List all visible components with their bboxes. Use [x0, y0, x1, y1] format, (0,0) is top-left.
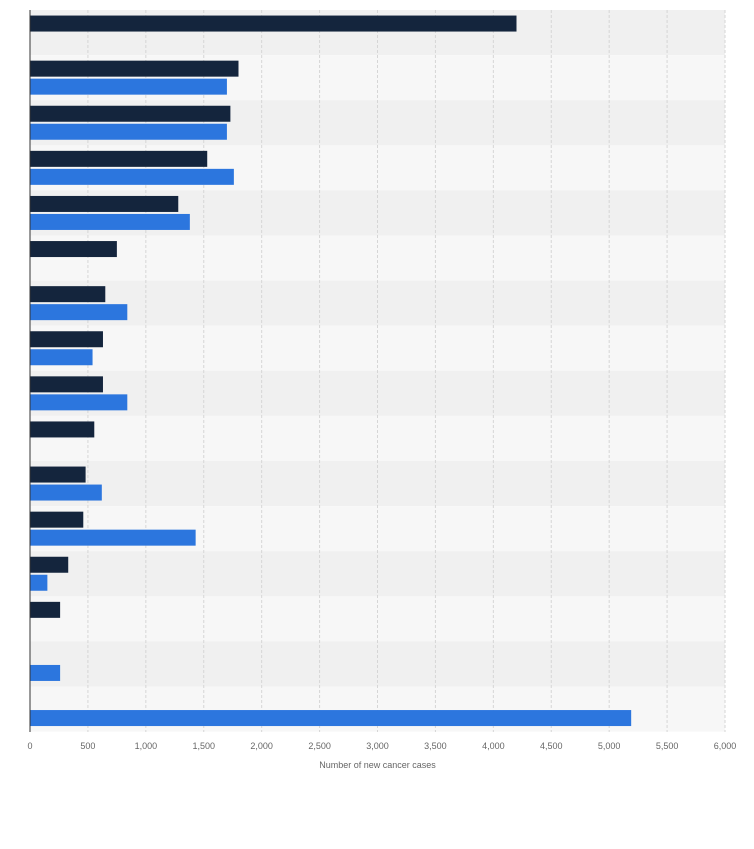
bar-series-2-row-15: [30, 664, 61, 681]
row-band: [30, 461, 725, 507]
x-tick-label: 4,500: [540, 741, 563, 751]
bar-series-2-row-3: [30, 123, 227, 140]
bar-series-2-row-4: [30, 168, 234, 185]
row-band: [30, 415, 725, 461]
x-tick-label: 2,000: [250, 741, 273, 751]
row-band: [30, 280, 725, 326]
bar-series-1-row-13: [30, 556, 69, 573]
bar-series-2-row-16: [30, 710, 632, 727]
x-tick-label: 500: [80, 741, 95, 751]
x-tick-label: 5,500: [656, 741, 679, 751]
x-tick-label: 1,000: [135, 741, 158, 751]
x-tick-label: 0: [27, 741, 32, 751]
bar-series-2-row-13: [30, 574, 48, 591]
row-band: [30, 325, 725, 371]
row-band: [30, 641, 725, 687]
bar-series-1-row-4: [30, 150, 208, 167]
x-tick-label: 3,500: [424, 741, 447, 751]
row-band: [30, 551, 725, 597]
row-band: [30, 370, 725, 416]
bar-series-2-row-9: [30, 394, 128, 411]
bar-series-1-row-5: [30, 195, 179, 212]
row-band: [30, 596, 725, 642]
bar-series-2-row-11: [30, 484, 102, 501]
bar-series-1-row-11: [30, 466, 86, 483]
bar-series-1-row-2: [30, 60, 239, 77]
bar-series-1-row-8: [30, 331, 103, 348]
row-band: [30, 235, 725, 281]
bar-series-1-row-14: [30, 601, 61, 618]
bar-series-1-row-1: [30, 15, 517, 32]
x-tick-label: 3,000: [366, 741, 389, 751]
x-axis-title: Number of new cancer cases: [319, 760, 436, 770]
x-tick-label: 4,000: [482, 741, 505, 751]
bar-series-1-row-12: [30, 511, 84, 528]
bars: [30, 15, 632, 727]
x-tick-label: 5,000: [598, 741, 621, 751]
x-tick-label: 1,500: [192, 741, 215, 751]
bar-series-1-row-10: [30, 421, 95, 438]
x-axis-ticks: 0 500 1,000 1,500 2,000 2,500 3,000 3,500 4,000 4…: [27, 741, 736, 751]
bar-series-2-row-12: [30, 529, 196, 546]
bar-series-2-row-7: [30, 304, 128, 321]
x-tick-label: 2,500: [308, 741, 331, 751]
x-tick-label: 6,000: [714, 741, 737, 751]
bar-series-1-row-7: [30, 286, 106, 303]
bar-series-2-row-5: [30, 213, 190, 230]
bar-series-1-row-3: [30, 105, 231, 122]
bar-series-1-row-9: [30, 376, 103, 393]
bar-series-2-row-8: [30, 349, 93, 366]
bar-series-2-row-2: [30, 78, 227, 95]
bar-series-1-row-6: [30, 241, 117, 258]
